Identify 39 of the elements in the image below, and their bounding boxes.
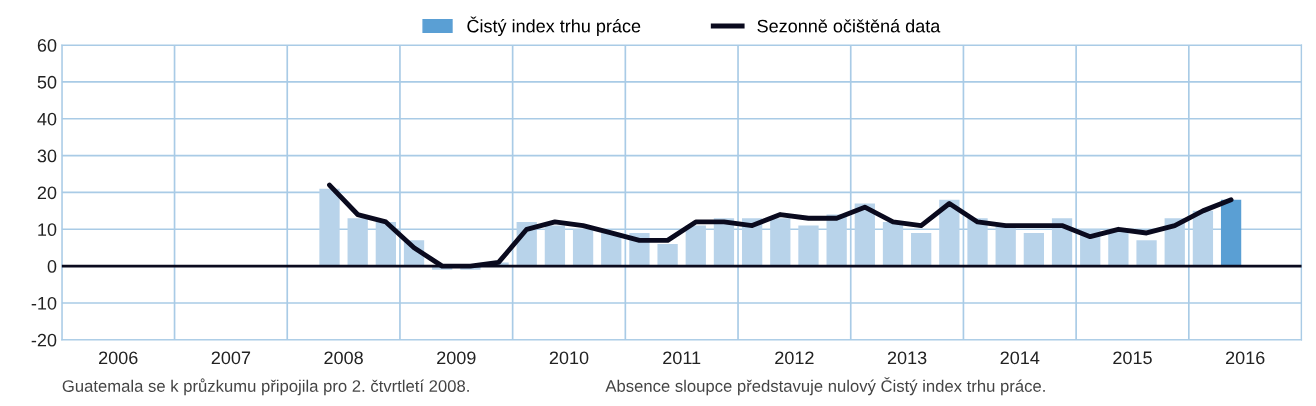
- bar: [770, 218, 791, 267]
- bar: [1192, 210, 1214, 267]
- legend-label: Čistý index trhu práce: [467, 16, 641, 37]
- x-tick-label: 2007: [211, 351, 251, 365]
- bar: [657, 244, 678, 267]
- bar: [1136, 240, 1157, 267]
- text: Guatemala se k průzkumu připojila pro 2. čtvrtletí 2008.: [62, 378, 469, 396]
- bar: [882, 221, 904, 267]
- bar: [911, 232, 932, 267]
- bar: [572, 229, 594, 267]
- x-tick-label: 2012: [775, 351, 814, 365]
- text: Absence sloupce představuje nulový Čistý index trhu práce.: [605, 377, 1045, 396]
- y-tick-label: 30: [37, 149, 57, 163]
- x-tick-label: 2006: [99, 351, 138, 365]
- x-tick-label: 2011: [663, 351, 701, 365]
- x-tick-label: 2010: [549, 351, 589, 365]
- bar: [798, 225, 819, 267]
- bar: [347, 218, 368, 267]
- y-tick-label: 20: [37, 186, 57, 200]
- x-tick-label: 2009: [437, 351, 476, 365]
- x-tick-label: 2016: [1226, 351, 1265, 365]
- bar: [1023, 232, 1045, 267]
- y-tick-label: -10: [31, 296, 57, 310]
- bar: [1220, 199, 1242, 267]
- bar: [544, 225, 566, 267]
- legend-label: Sezonně očištěná data: [757, 19, 941, 33]
- y-tick-label: 50: [37, 75, 57, 89]
- y-tick-label: 60: [37, 39, 57, 52]
- bar: [685, 225, 706, 267]
- y-tick-label: 0: [47, 260, 57, 273]
- y-tick-label: 10: [38, 223, 57, 237]
- x-tick-label: 2013: [887, 351, 927, 365]
- y-tick-label: -20: [31, 333, 57, 347]
- bar: [319, 188, 340, 267]
- x-tick-label: 2008: [324, 351, 363, 365]
- x-tick-label: 2015: [1113, 351, 1152, 365]
- bar: [995, 225, 1016, 267]
- x-tick-label: 2014: [1000, 351, 1040, 365]
- y-tick-label: 40: [37, 112, 57, 126]
